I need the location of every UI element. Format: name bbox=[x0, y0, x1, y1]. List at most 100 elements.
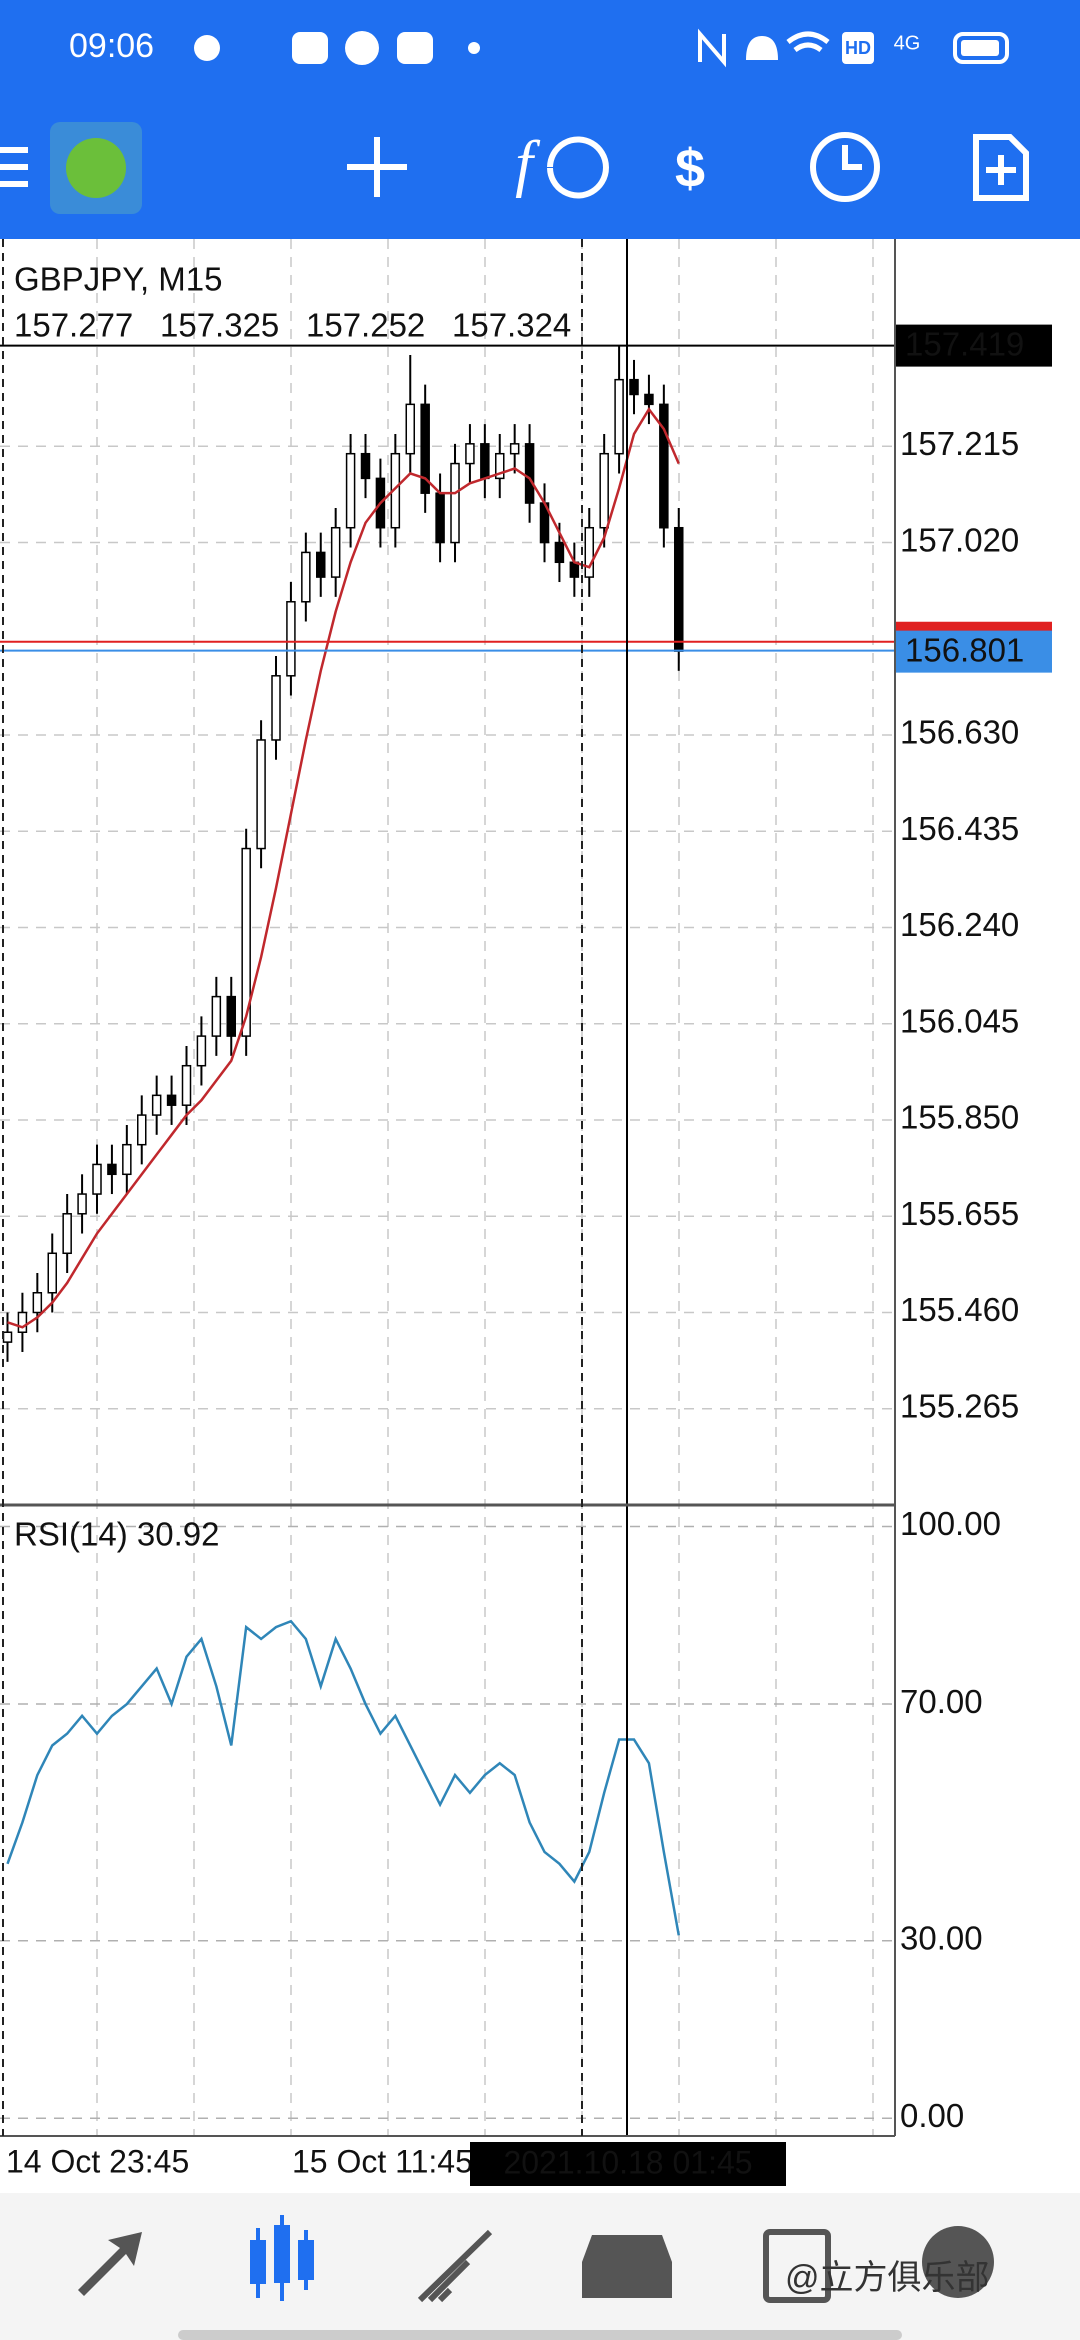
status-hd: HD bbox=[845, 38, 871, 58]
candle-body bbox=[181, 1064, 192, 1106]
crosshair-time-label: 2021.10.18 01:45 bbox=[503, 2144, 752, 2180]
rsi-tick-label: 30.00 bbox=[900, 1919, 983, 1956]
crosshair-time-box bbox=[470, 2142, 786, 2186]
y-tick-label: 156.240 bbox=[900, 906, 1019, 943]
ohlc-value: 157.252 bbox=[306, 307, 425, 344]
chart-area bbox=[0, 239, 1080, 2139]
grid bbox=[0, 239, 895, 2136]
y-tick-label: 157.020 bbox=[900, 521, 1019, 558]
candle-body bbox=[2, 1331, 13, 1343]
candle-body bbox=[211, 995, 222, 1037]
trade-button[interactable] bbox=[547, 136, 609, 199]
candle-body bbox=[107, 1163, 117, 1176]
candle-body bbox=[226, 995, 237, 1037]
candle-body bbox=[256, 739, 266, 850]
new-order-button[interactable] bbox=[973, 134, 1029, 201]
candle-body bbox=[554, 541, 565, 564]
y-tick-label: 155.850 bbox=[900, 1099, 1019, 1136]
rsi-line bbox=[6, 1619, 680, 1936]
symbols-button[interactable]: $ bbox=[675, 138, 705, 198]
candle-body bbox=[674, 526, 684, 652]
candle-body bbox=[465, 443, 475, 465]
nav-news[interactable] bbox=[763, 2229, 831, 2303]
candle-body bbox=[286, 601, 296, 677]
nav-history[interactable] bbox=[582, 2235, 672, 2298]
y-tick-label: 156.045 bbox=[900, 1002, 1019, 1039]
symbol-title: GBPJPY, M15 bbox=[14, 261, 223, 298]
candle-body bbox=[137, 1114, 147, 1146]
candle-body bbox=[32, 1292, 43, 1314]
labels: 157.215 157.020 156.630 156.435 156.240 156.0… bbox=[6, 307, 1052, 2186]
crosshair-button[interactable] bbox=[347, 137, 407, 197]
candle-body bbox=[271, 675, 281, 741]
candle-body bbox=[166, 1094, 177, 1106]
ma-line bbox=[7, 407, 680, 1329]
toolbar bbox=[0, 132, 1029, 202]
candle-body bbox=[629, 378, 639, 396]
nav-quotes[interactable] bbox=[78, 2232, 142, 2296]
candle-body bbox=[509, 443, 520, 455]
history-button[interactable] bbox=[810, 132, 880, 202]
x-tick-label: 15 Oct 11:45 bbox=[292, 2143, 473, 2179]
nav-chart[interactable] bbox=[250, 2215, 314, 2301]
candle-body bbox=[524, 443, 535, 504]
history-hand bbox=[842, 145, 862, 170]
y-tick-label: 155.265 bbox=[900, 1387, 1019, 1424]
y-tick-label: 155.655 bbox=[900, 1195, 1019, 1232]
candle-body bbox=[196, 1035, 207, 1067]
home-indicator bbox=[178, 2330, 902, 2340]
watermark: @立方俱乐部 bbox=[785, 2259, 990, 2297]
candle-body bbox=[330, 526, 341, 578]
candle-body bbox=[405, 403, 416, 455]
candle-body bbox=[77, 1193, 87, 1215]
status-network: 4G bbox=[894, 32, 921, 54]
bottom-nav-icons bbox=[78, 2215, 994, 2303]
rsi-tick-label: 70.00 bbox=[900, 1683, 983, 1720]
y-tick-label: 157.215 bbox=[900, 425, 1019, 462]
bid-label: 156.801 bbox=[905, 631, 1024, 668]
candle-body bbox=[480, 443, 490, 480]
bid-label-box bbox=[896, 630, 1052, 673]
app-icon-globe bbox=[66, 138, 126, 198]
candle-body bbox=[614, 378, 624, 455]
ohlc-info: 157.277 157.325 157.252 157.324 bbox=[14, 307, 571, 344]
candle-body bbox=[420, 403, 430, 494]
candle-body bbox=[17, 1311, 28, 1333]
candle-body bbox=[62, 1213, 72, 1255]
y-tick-label: 156.435 bbox=[900, 810, 1019, 847]
app-bar bbox=[0, 0, 1080, 239]
status-icons bbox=[194, 28, 1009, 68]
candle-body bbox=[316, 551, 326, 578]
rsi-title: RSI(14) 30.92 bbox=[14, 1516, 219, 1553]
ohlc-value: 157.324 bbox=[452, 307, 571, 344]
candle-body bbox=[599, 452, 609, 529]
rsi-tick-label: 0.00 bbox=[900, 2097, 964, 2134]
candle-body bbox=[151, 1094, 162, 1116]
status-time: 09:06 bbox=[69, 27, 154, 65]
candle-body bbox=[345, 452, 356, 529]
candle-body bbox=[584, 526, 595, 578]
bottom-nav bbox=[0, 2193, 1080, 2340]
candle-body bbox=[659, 403, 669, 529]
candle-body bbox=[241, 847, 251, 1037]
candle-body bbox=[301, 551, 311, 603]
candle-body bbox=[47, 1252, 58, 1294]
menu-button[interactable] bbox=[0, 147, 28, 187]
nav-trade[interactable] bbox=[417, 2229, 493, 2303]
candle-body bbox=[450, 462, 460, 544]
candle-body bbox=[644, 393, 654, 406]
plot bbox=[0, 239, 895, 2136]
y-tick-label: 156.630 bbox=[900, 714, 1019, 751]
candle-body bbox=[495, 452, 505, 480]
x-tick-label: 14 Oct 23:45 bbox=[6, 2143, 189, 2179]
y-tick-label: 155.460 bbox=[900, 1291, 1019, 1328]
ohlc-value: 157.325 bbox=[160, 307, 279, 344]
candle-body bbox=[122, 1143, 132, 1176]
candle-body bbox=[92, 1163, 102, 1195]
ohlc-value: 157.277 bbox=[14, 307, 133, 344]
rsi-tick-label: 100.00 bbox=[900, 1505, 1001, 1542]
nav-settings[interactable] bbox=[922, 2226, 994, 2298]
candle-body bbox=[360, 452, 371, 480]
crosshair-price-box bbox=[896, 324, 1052, 367]
